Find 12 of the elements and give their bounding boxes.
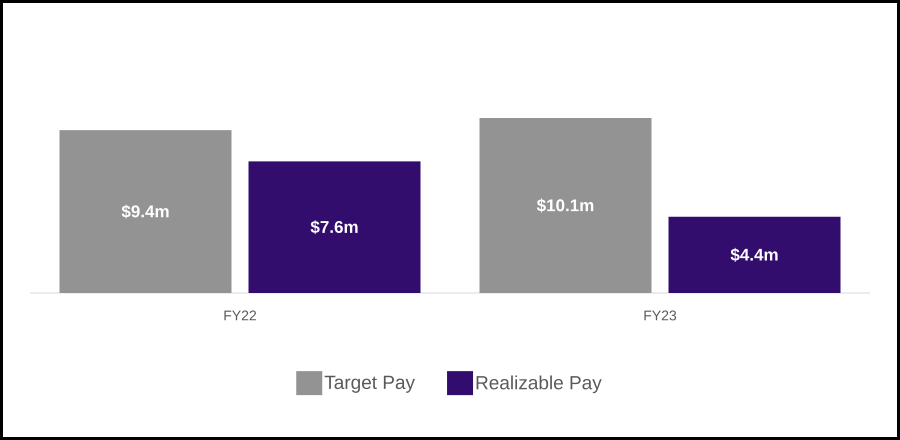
bar [60,130,232,293]
bar [248,161,421,293]
bar [480,118,652,293]
data-label: $9.4m [122,204,169,219]
bar [668,216,841,293]
legend-label: Target Pay [324,376,415,393]
legend-label: Realizable Pay [476,375,602,394]
data-label: $7.6m [310,220,358,234]
x-tick-label: FY22 [224,310,256,320]
x-tick-label: FY23 [644,310,676,320]
data-label: $10.1m [536,198,594,212]
data-label: $4.4m [730,248,778,262]
